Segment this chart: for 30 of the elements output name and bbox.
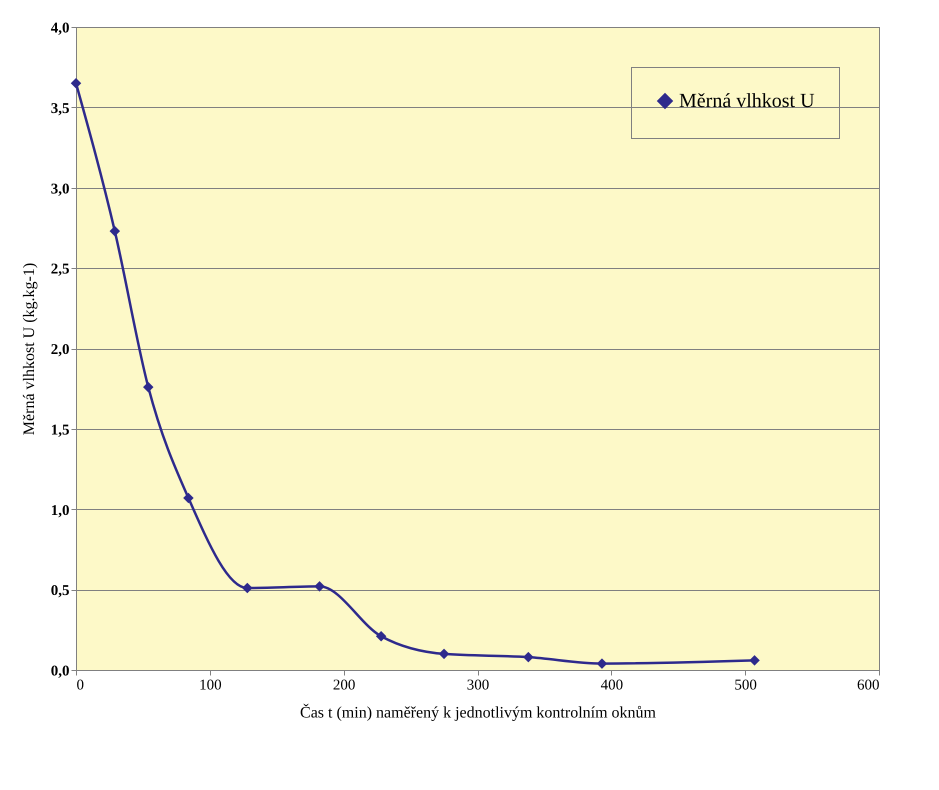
point xyxy=(110,226,120,236)
x-tick-label: 500 xyxy=(734,678,757,694)
x-axis-title: Čas t (min) naměřený k jednotlivým kontrolním oknům xyxy=(300,704,657,722)
point xyxy=(183,492,194,504)
y-tick-label: 2,5 xyxy=(50,262,70,278)
point xyxy=(376,631,386,642)
y-tick-label: 3,5 xyxy=(50,100,70,117)
point xyxy=(749,655,760,666)
point xyxy=(242,582,253,594)
y-axis-title: Měrná vlhkost U (kg.kg-1) xyxy=(20,262,38,436)
point xyxy=(523,652,534,662)
point xyxy=(438,648,450,660)
y-tick-label: 0,5 xyxy=(50,583,70,600)
point xyxy=(143,382,154,392)
y-tick-label: 2,0 xyxy=(50,342,70,358)
x-tick-label: 100 xyxy=(199,678,222,694)
x-tick-label: 300 xyxy=(466,678,490,694)
y-tick-label: 1,0 xyxy=(50,502,70,519)
x-tick-label: 0 xyxy=(76,678,84,694)
y-tick-label: 1,5 xyxy=(50,422,70,438)
y-tick-label: 3,0 xyxy=(50,181,70,198)
x-tick-label: 200 xyxy=(332,678,356,694)
y-tick-label: 0,0 xyxy=(50,664,70,680)
legend-label: Měrná vlhkost U xyxy=(679,90,816,112)
x-tick-label: 600 xyxy=(857,678,880,694)
y-tick-label: 4,0 xyxy=(50,20,70,36)
x-tick-label: 400 xyxy=(600,678,624,694)
point xyxy=(596,658,608,669)
point xyxy=(70,78,82,89)
point xyxy=(314,581,325,592)
